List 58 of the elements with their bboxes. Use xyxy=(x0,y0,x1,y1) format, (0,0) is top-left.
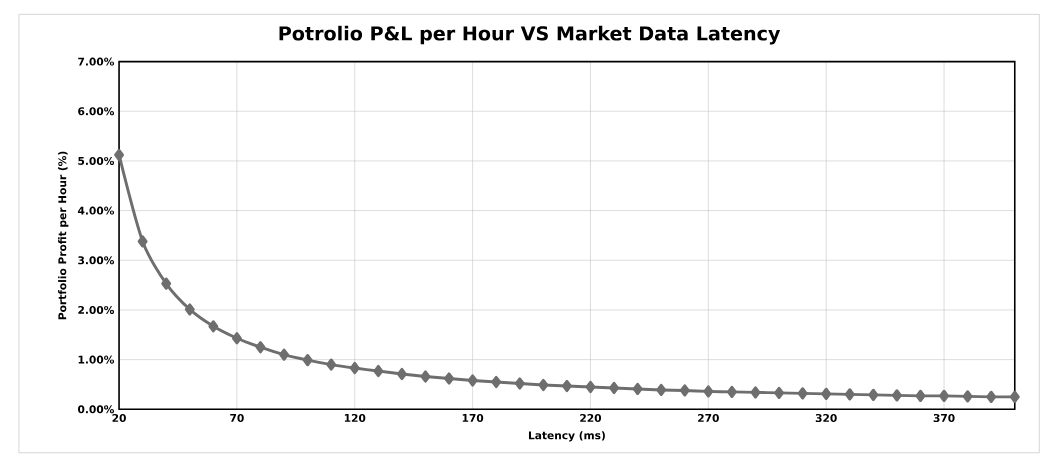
point xyxy=(255,341,266,354)
point xyxy=(208,320,219,333)
point xyxy=(161,277,172,290)
point xyxy=(302,353,313,367)
point xyxy=(279,348,290,361)
point xyxy=(420,370,431,383)
point xyxy=(326,358,337,371)
point xyxy=(703,385,714,398)
point xyxy=(679,384,690,397)
point xyxy=(939,389,949,402)
point xyxy=(891,389,902,402)
point xyxy=(797,387,808,400)
point xyxy=(632,382,643,395)
point xyxy=(750,386,761,399)
x-tick-label: 120 xyxy=(344,413,366,422)
point xyxy=(467,374,478,387)
x-axis-title: Latency (ms) xyxy=(528,431,605,442)
point xyxy=(774,386,784,399)
point xyxy=(231,332,242,345)
y-tick-label: 4.00% xyxy=(77,206,115,215)
y-tick-label: 0.00% xyxy=(78,405,115,414)
point xyxy=(585,380,596,394)
point xyxy=(986,390,997,403)
point xyxy=(561,379,572,393)
y-tick-label: 2.00% xyxy=(78,305,115,314)
point xyxy=(656,383,667,396)
x-tick-label: 270 xyxy=(698,413,719,422)
y-tick-label: 5.00% xyxy=(78,156,115,165)
point xyxy=(373,364,384,378)
point xyxy=(868,388,879,401)
x-tick-label: 20 xyxy=(112,413,126,422)
point xyxy=(491,375,502,389)
point xyxy=(137,235,148,248)
point xyxy=(844,388,855,401)
point xyxy=(538,378,549,392)
x-tick-label: 370 xyxy=(933,413,955,422)
x-tick-label: 170 xyxy=(462,413,484,422)
x-tick-label: 220 xyxy=(580,413,602,422)
y-tick-label: 7.00% xyxy=(78,57,115,66)
point xyxy=(349,361,360,375)
y-axis-title: Portfolio Profit per Hour (%) xyxy=(58,151,69,320)
y-tick-label: 6.00% xyxy=(78,107,115,116)
point xyxy=(396,367,407,381)
point xyxy=(821,387,832,400)
point xyxy=(915,389,926,402)
y-tick-label: 3.00% xyxy=(78,256,115,265)
point xyxy=(1009,390,1020,403)
chart-title: Potrolio P&L per Hour VS Market Data Latency xyxy=(279,25,781,45)
y-tick-label: 1.00% xyxy=(78,355,115,364)
point xyxy=(962,390,973,403)
point xyxy=(444,372,454,385)
point xyxy=(514,377,525,390)
point xyxy=(726,385,737,398)
point xyxy=(609,381,619,394)
point xyxy=(114,148,124,162)
x-tick-label: 320 xyxy=(815,413,837,422)
point xyxy=(184,303,195,316)
x-tick-label: 70 xyxy=(230,413,244,422)
